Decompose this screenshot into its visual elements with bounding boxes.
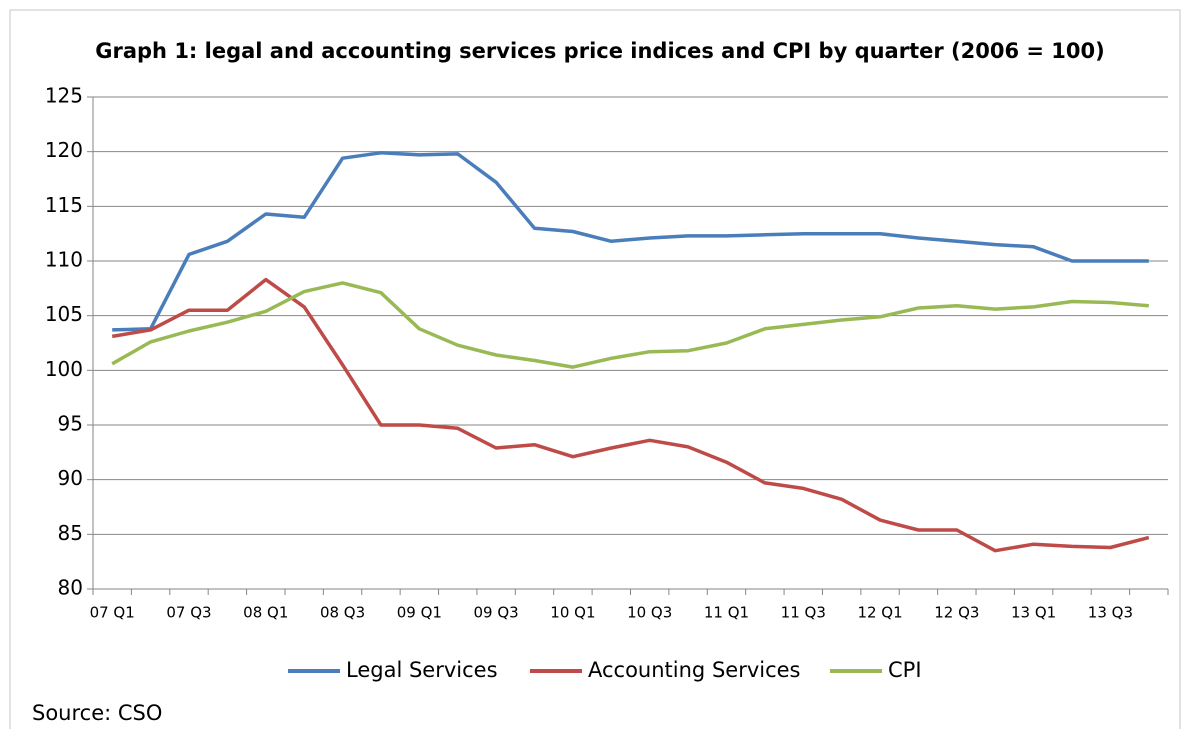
- y-tick-label: 115: [45, 193, 83, 217]
- y-tick-label: 80: [58, 576, 83, 600]
- y-tick-label: 100: [45, 357, 83, 381]
- x-tick-label: 09 Q3: [474, 604, 519, 622]
- legend-label: Legal Services: [346, 658, 498, 682]
- y-tick-label: 85: [58, 521, 83, 545]
- y-tick-label: 95: [58, 412, 83, 436]
- x-tick-label: 08 Q3: [320, 604, 365, 622]
- x-tick-label: 07 Q3: [166, 604, 211, 622]
- x-tick-label: 11 Q1: [704, 604, 749, 622]
- x-tick-label: 07 Q1: [90, 604, 135, 622]
- series-line: [111, 281, 1149, 369]
- source-note: Source: CSO: [32, 701, 162, 725]
- x-tick-label: 13 Q1: [1011, 604, 1056, 622]
- x-tick-label: 12 Q1: [857, 604, 902, 622]
- x-tick-label: 10 Q3: [627, 604, 672, 622]
- series-line: [112, 151, 1149, 332]
- y-tick-label: 125: [45, 84, 83, 108]
- y-tick-label: 110: [45, 248, 83, 272]
- chart-title: Graph 1: legal and accounting services p…: [95, 39, 1104, 63]
- y-tick-label: 105: [45, 302, 83, 326]
- x-tick-label: 09 Q1: [397, 604, 442, 622]
- y-tick-label: 90: [58, 466, 83, 490]
- legend-label: CPI: [888, 658, 922, 682]
- series-line: [111, 277, 1150, 553]
- y-tick-label: 120: [45, 138, 83, 162]
- x-tick-label: 08 Q1: [243, 604, 288, 622]
- x-tick-label: 11 Q3: [781, 604, 826, 622]
- chart-border: [9, 9, 1181, 729]
- x-tick-label: 13 Q3: [1088, 604, 1133, 622]
- x-tick-label: 12 Q3: [934, 604, 979, 622]
- x-tick-label: 10 Q1: [550, 604, 595, 622]
- legend-label: Accounting Services: [588, 658, 801, 682]
